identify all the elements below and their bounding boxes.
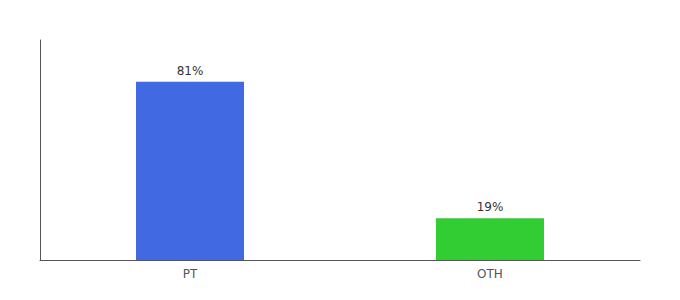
- svg-text:PT: PT: [183, 267, 198, 281]
- svg-text:19%: 19%: [477, 200, 504, 214]
- svg-text:OTH: OTH: [477, 267, 503, 281]
- svg-text:81%: 81%: [177, 64, 204, 78]
